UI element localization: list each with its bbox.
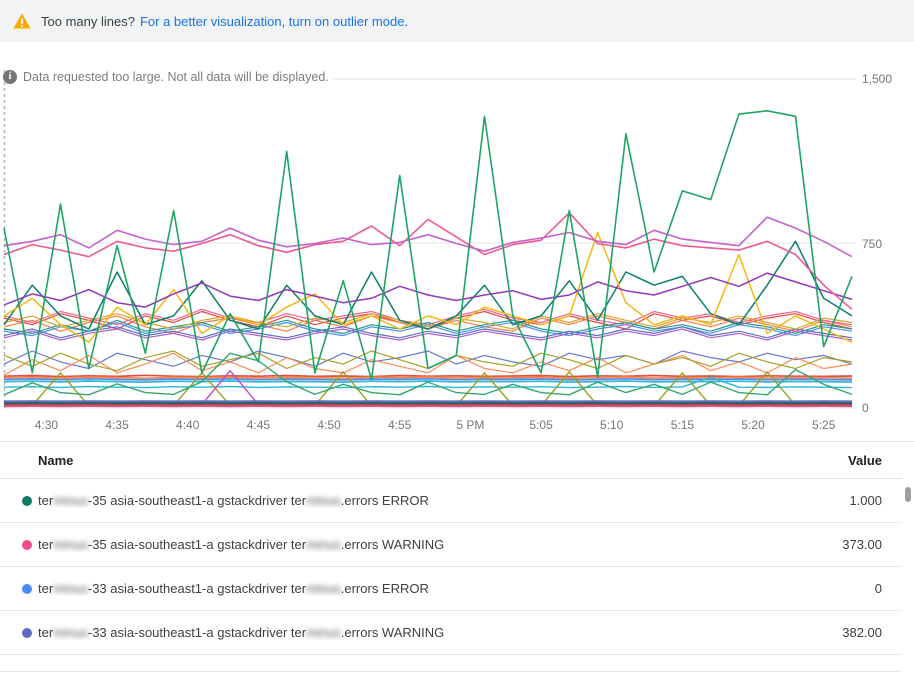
info-icon: i — [3, 70, 17, 84]
legend-color-dot — [22, 627, 32, 638]
redacted-text: minus — [53, 625, 88, 640]
legend-header-value[interactable]: Value — [848, 452, 882, 468]
outlier-mode-link[interactable]: For a better visualization, turn on outl… — [139, 13, 409, 29]
name-text: -35 asia-southeast1-a gstackdriver ter — [87, 537, 307, 552]
redacted-text: minus — [53, 581, 88, 596]
series-line — [3, 328, 853, 341]
name-text: .errors WARNING — [340, 537, 445, 552]
legend-table: Name Value terminus-35 asia-southeast1-a… — [0, 441, 914, 672]
name-text: ter — [38, 581, 54, 596]
warning-banner: Too many lines? For a better visualizati… — [0, 0, 914, 42]
legend-series-name: terminus-33 asia-southeast1-a gstackdriv… — [38, 625, 444, 640]
legend-series-value: 382.00 — [842, 625, 882, 640]
name-text: -35 asia-southeast1-a gstackdriver ter — [87, 493, 307, 508]
legend-row-partial — [0, 655, 902, 672]
series-line — [3, 272, 853, 308]
y-tick-label: 750 — [862, 236, 883, 251]
series-line — [3, 374, 853, 378]
series-line — [3, 110, 853, 381]
x-tick-label: 4:50 — [317, 418, 341, 432]
legend-row[interactable]: terminus-33 asia-southeast1-a gstackdriv… — [0, 567, 902, 611]
name-text: ter — [38, 625, 54, 640]
redacted-text: minus — [306, 581, 341, 596]
legend-series-name: terminus-35 asia-southeast1-a gstackdriv… — [38, 537, 444, 552]
legend-color-dot — [22, 539, 32, 550]
series-line — [3, 212, 853, 310]
series-line — [3, 216, 853, 258]
series-line — [3, 326, 853, 339]
legend-series-value: 373.00 — [842, 537, 882, 552]
x-tick-label: 4:45 — [246, 418, 271, 432]
x-tick-label: 5:15 — [670, 418, 695, 432]
legend-color-dot — [22, 495, 32, 506]
legend-row[interactable]: terminus-33 asia-southeast1-a gstackdriv… — [0, 611, 902, 655]
name-text: -33 asia-southeast1-a gstackdriver ter — [87, 625, 307, 640]
x-tick-label: 5:25 — [812, 418, 836, 432]
legend-series-name: terminus-35 asia-southeast1-a gstackdriv… — [38, 493, 429, 508]
legend-color-dot — [22, 583, 32, 594]
legend-series-value: 1.000 — [849, 493, 882, 508]
x-tick-label: 4:35 — [105, 418, 129, 432]
series-line — [3, 352, 853, 376]
banner-message: Too many lines? — [41, 13, 135, 29]
name-text: .errors ERROR — [340, 581, 429, 596]
x-tick-label: 5:05 — [529, 418, 553, 432]
x-tick-label: 4:30 — [34, 418, 59, 432]
name-text: .errors WARNING — [340, 625, 445, 640]
warning-icon — [13, 13, 31, 29]
legend-series-value: 0 — [874, 581, 882, 596]
x-tick-label: 5 PM — [456, 418, 485, 432]
series-line — [3, 313, 853, 330]
legend-header-name[interactable]: Name — [38, 452, 74, 468]
series-line — [3, 377, 853, 381]
name-text: -33 asia-southeast1-a gstackdriver ter — [87, 581, 307, 596]
notice-text: Data requested too large. Not all data w… — [23, 70, 333, 84]
redacted-text: minus — [53, 493, 88, 508]
data-truncated-notice: i Data requested too large. Not all data… — [3, 70, 333, 84]
legend-header-row: Name Value — [0, 442, 902, 479]
x-tick-label: 4:40 — [176, 418, 200, 432]
redacted-text: minus — [53, 537, 88, 552]
series-line — [3, 319, 853, 334]
series-line — [3, 231, 853, 343]
legend-row[interactable]: terminus-35 asia-southeast1-a gstackdriv… — [0, 479, 902, 523]
timeseries-chart: i Data requested too large. Not all data… — [0, 42, 914, 441]
legend-series-name: terminus-33 asia-southeast1-a gstackdriv… — [38, 581, 429, 596]
redacted-text: minus — [306, 625, 341, 640]
series-line — [3, 352, 853, 396]
chart-plot-area[interactable] — [0, 42, 914, 441]
series-line — [3, 350, 853, 370]
legend-scrollbar-thumb[interactable] — [905, 487, 911, 502]
x-tick-label: 5:10 — [600, 418, 624, 432]
redacted-text: minus — [306, 537, 341, 552]
name-text: .errors ERROR — [340, 493, 429, 508]
x-tick-label: 4:55 — [388, 418, 412, 432]
redacted-text: minus — [306, 493, 341, 508]
legend-row[interactable]: terminus-35 asia-southeast1-a gstackdriv… — [0, 523, 902, 567]
x-tick-label: 5:20 — [741, 418, 765, 432]
name-text: ter — [38, 493, 54, 508]
y-tick-label: 0 — [862, 401, 869, 415]
y-tick-label: 1,500 — [862, 72, 893, 86]
series-line — [3, 376, 853, 389]
name-text: ter — [38, 537, 54, 552]
